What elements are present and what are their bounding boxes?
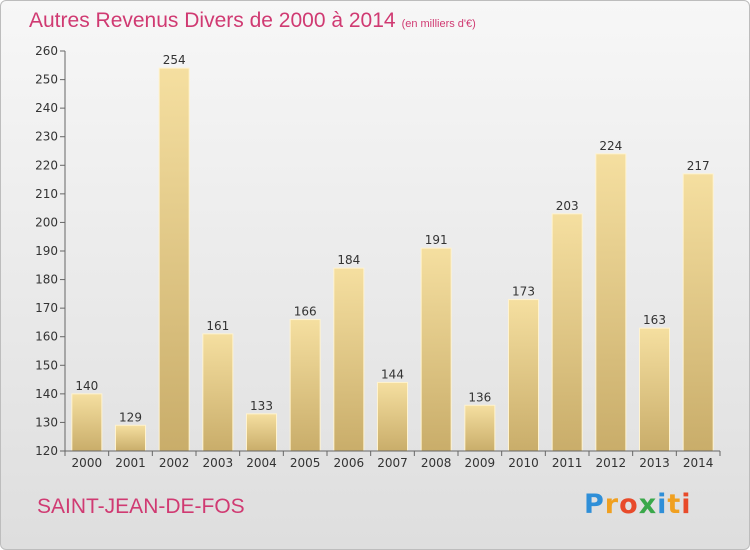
x-tick-label: 2003 — [203, 456, 234, 470]
y-axis: 120 130 140 150 160 170 180 190 200 210 220 230 240 2… — [35, 44, 66, 458]
y-tick-label: 200 — [35, 215, 58, 229]
x-tick-label: 2009 — [465, 456, 496, 470]
bar-value-label: 217 — [687, 159, 710, 173]
bar-value-label: 133 — [250, 399, 273, 413]
x-tick-label: 2001 — [115, 456, 146, 470]
bar-value-label: 166 — [294, 305, 317, 319]
bar — [464, 404, 496, 452]
bar-value-label: 140 — [75, 379, 98, 393]
bar — [595, 153, 627, 452]
y-tick-label: 230 — [35, 130, 58, 144]
x-tick-label: 2013 — [639, 456, 670, 470]
x-tick-label: 2010 — [508, 456, 539, 470]
y-tick-label: 130 — [35, 415, 58, 429]
bar — [682, 173, 714, 452]
y-tick-label: 180 — [35, 273, 58, 287]
bar — [246, 413, 277, 452]
bar-value-label: 136 — [468, 390, 491, 404]
bar — [420, 247, 452, 452]
y-tick-label: 260 — [35, 44, 58, 58]
logo-letter: x — [638, 489, 658, 520]
bar — [377, 381, 408, 452]
logo-letter: t — [667, 489, 682, 520]
x-tick-label: 2008 — [421, 456, 452, 470]
chart-title: Autres Revenus Divers de 2000 à 2014 — [29, 9, 396, 32]
x-tick-label: 2014 — [683, 456, 714, 470]
bar-value-label: 191 — [425, 233, 448, 247]
bar — [202, 333, 234, 452]
y-tick-label: 150 — [35, 358, 58, 372]
bar — [639, 327, 670, 452]
proxiti-logo: Proxiti — [584, 489, 692, 520]
bars: 140 129 254 161 133 166 184 144 191 136 173 203 224 1… — [71, 53, 714, 452]
x-tick-label: 2005 — [290, 456, 321, 470]
x-tick-label: 2000 — [72, 456, 103, 470]
bar — [158, 67, 190, 452]
bar-value-label: 203 — [556, 199, 579, 213]
bar-value-label: 163 — [643, 313, 666, 327]
bar — [508, 299, 539, 452]
chart-subtitle: (en milliers d'€) — [401, 18, 476, 30]
x-tick-label: 2004 — [246, 456, 277, 470]
bar-value-label: 144 — [381, 367, 404, 381]
x-tick-label: 2011 — [552, 456, 583, 470]
y-tick-label: 250 — [35, 73, 58, 87]
x-tick-label: 2012 — [596, 456, 627, 470]
y-tick-label: 220 — [35, 158, 58, 172]
bar-value-label: 184 — [337, 253, 360, 267]
commune-name: SAINT-JEAN-DE-FOS — [37, 495, 245, 518]
bar-value-label: 224 — [599, 139, 622, 153]
title-row: Autres Revenus Divers de 2000 à 2014 (en … — [29, 9, 476, 33]
bar — [551, 213, 583, 452]
y-tick-label: 240 — [35, 101, 58, 115]
logo-letter: r — [604, 489, 620, 520]
x-tick-label: 2007 — [377, 456, 408, 470]
bar-value-label: 173 — [512, 285, 535, 299]
bar — [115, 424, 146, 452]
bar — [289, 319, 321, 452]
bar-value-label: 254 — [163, 53, 186, 67]
y-tick-label: 210 — [35, 187, 58, 201]
y-tick-label: 190 — [35, 244, 58, 258]
bar-value-label: 129 — [119, 410, 142, 424]
x-tick-label: 2002 — [159, 456, 190, 470]
logo-letter: P — [584, 489, 605, 520]
x-tick-label: 2006 — [334, 456, 365, 470]
bar-value-label: 161 — [206, 319, 229, 333]
y-tick-label: 160 — [35, 330, 58, 344]
logo-letter: i — [657, 489, 668, 520]
y-tick-label: 120 — [35, 444, 58, 458]
bar — [333, 267, 365, 452]
y-tick-label: 170 — [35, 301, 58, 315]
logo-letter: o — [619, 489, 639, 520]
x-axis: 2000 2001 2002 2003 2004 2005 2006 2007 2008 2009… — [64, 450, 721, 470]
bar — [71, 393, 103, 452]
y-tick-label: 140 — [35, 387, 58, 401]
logo-letter: i — [681, 489, 692, 520]
